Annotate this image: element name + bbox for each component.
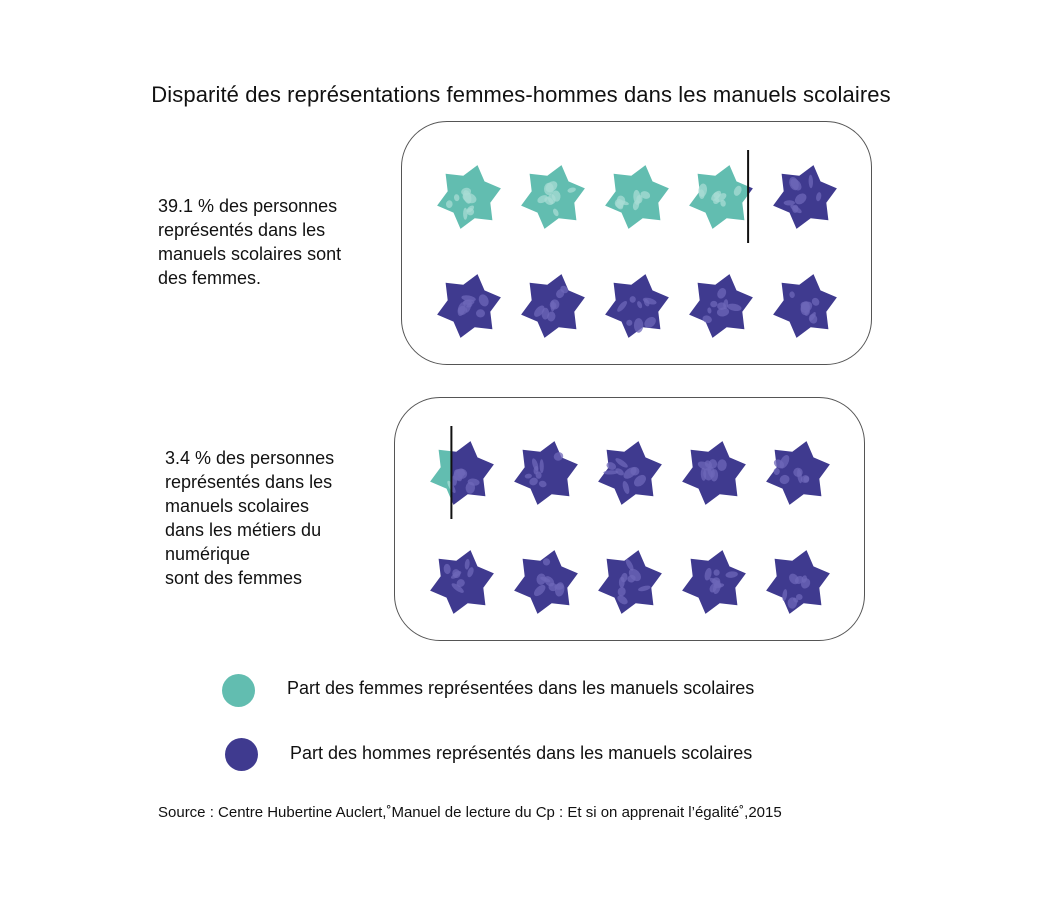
icon-male	[514, 550, 578, 614]
icon-female	[437, 165, 501, 229]
panel-2-caption: 3.4 % des personnes représentés dans les…	[165, 448, 335, 588]
icon-male-part	[451, 441, 494, 505]
icon-male	[682, 550, 746, 614]
icon-female-part	[689, 165, 749, 229]
chart-title: Disparité des représentations femmes-hom…	[151, 82, 891, 107]
icon-male	[430, 550, 494, 614]
legend-label-men: Part des hommes représentés dans les man…	[290, 743, 753, 763]
icon-male	[521, 274, 585, 338]
icon-female	[521, 165, 585, 229]
icon-male-partial	[451, 441, 494, 505]
icon-female-partial	[689, 165, 749, 229]
panel-1-caption: 39.1 % des personnes représentés dans le…	[158, 196, 342, 288]
icon-male-partial	[748, 186, 753, 195]
icon-male	[766, 441, 830, 505]
icon-female	[605, 165, 669, 229]
icon-male	[437, 274, 501, 338]
icon-male	[605, 274, 669, 338]
icon-male	[514, 441, 578, 505]
icon-male	[598, 550, 662, 614]
pictogram-grid-1	[437, 150, 837, 338]
legend-label-women: Part des femmes représentées dans les ma…	[287, 678, 755, 698]
icon-female-part	[430, 449, 452, 501]
legend-swatch-men	[225, 738, 258, 771]
icon-male	[689, 274, 753, 338]
icon-female-partial	[430, 449, 452, 501]
icon-male	[766, 550, 830, 614]
source-note: Source : Centre Hubertine Auclert,˚Manue…	[158, 804, 782, 821]
pictogram-panel-women-digital-jobs	[394, 397, 865, 641]
icon-male-part	[748, 186, 753, 195]
icon-male	[598, 441, 662, 505]
icon-male	[773, 274, 837, 338]
icon-male	[682, 441, 746, 505]
icon-male	[773, 165, 837, 229]
pictogram-grid-2	[430, 426, 830, 614]
pictogram-panel-women-textbooks	[401, 121, 872, 365]
legend-swatch-women	[222, 674, 255, 707]
